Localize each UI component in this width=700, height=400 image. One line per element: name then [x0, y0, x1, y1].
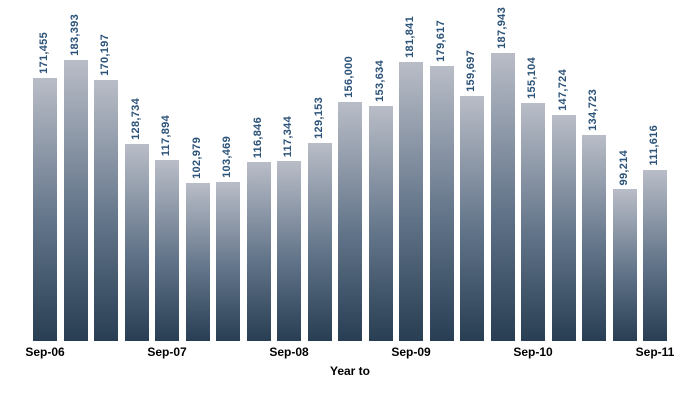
bar-value-label: 102,979	[191, 137, 203, 179]
bar	[430, 66, 454, 341]
bar	[33, 78, 57, 341]
x-tick-label: Sep-09	[391, 345, 431, 359]
bar	[552, 115, 576, 341]
bar-value-label: 179,617	[435, 20, 447, 62]
bar	[399, 62, 423, 341]
bar-value-label: 147,724	[557, 69, 569, 111]
bar-value-label: 183,393	[69, 14, 81, 56]
bar	[582, 135, 606, 341]
x-tick-label: Sep-08	[269, 345, 309, 359]
bar-value-label: 117,894	[160, 114, 172, 156]
bar-value-label: 155,104	[526, 57, 538, 99]
bar	[247, 162, 271, 341]
bar	[155, 160, 179, 341]
bar-value-label: 99,214	[618, 149, 630, 185]
x-tick-label: Sep-06	[25, 345, 65, 359]
bar	[521, 103, 545, 341]
bar-value-label: 159,697	[465, 50, 477, 92]
bar-value-label: 170,197	[99, 34, 111, 76]
x-axis-title: Year to	[329, 364, 371, 378]
bar	[216, 182, 240, 341]
bar	[186, 183, 210, 341]
bar	[125, 144, 149, 341]
bar	[308, 143, 332, 341]
bar-value-label: 111,616	[648, 125, 660, 166]
bar	[94, 80, 118, 341]
bar-value-label: 129,153	[313, 97, 325, 139]
bar-value-label: 117,344	[282, 115, 294, 157]
bar	[338, 102, 362, 341]
bar-value-label: 171,455	[38, 32, 50, 74]
x-tick-label: Sep-07	[147, 345, 187, 359]
bar	[64, 60, 88, 341]
x-tick-label: Sep-10	[513, 345, 553, 359]
bar-value-label: 187,943	[496, 7, 508, 49]
bar-value-label: 116,846	[252, 116, 264, 158]
bar	[277, 161, 301, 341]
bar	[491, 53, 515, 341]
bar	[460, 96, 484, 341]
bar	[369, 106, 393, 341]
bar-value-label: 103,469	[221, 136, 233, 178]
bar	[643, 170, 667, 341]
bar-value-label: 134,723	[587, 89, 599, 131]
bar-value-label: 156,000	[343, 56, 355, 98]
bar	[613, 189, 637, 341]
bar-value-label: 153,634	[374, 60, 386, 102]
bar-value-label: 128,734	[130, 98, 142, 140]
bar-value-label: 181,841	[404, 16, 416, 58]
x-tick-label: Sep-11	[635, 345, 675, 359]
